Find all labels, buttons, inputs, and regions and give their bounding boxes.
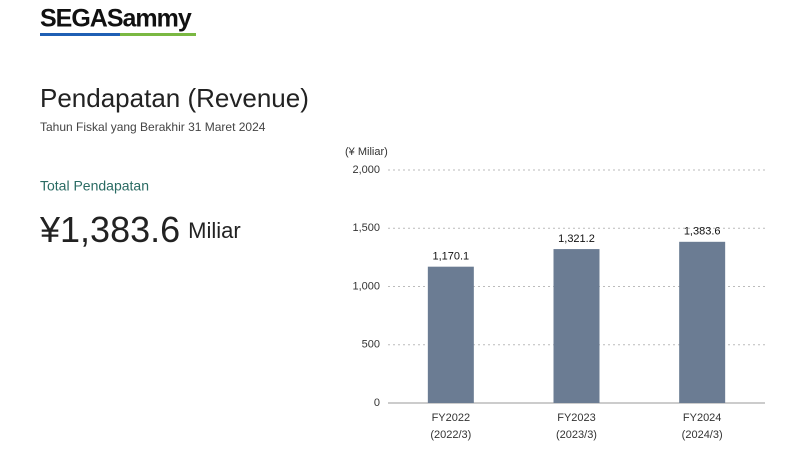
logo-stripe-blue — [40, 33, 120, 36]
bar — [679, 241, 726, 403]
summary-unit: Miliar — [188, 218, 241, 243]
x-tick-sublabel: (2023/3) — [556, 429, 597, 441]
logo: SEGASammy — [40, 5, 192, 33]
x-tick-label: FY2024 — [683, 412, 722, 424]
y-tick-label: 0 — [374, 397, 380, 409]
bar — [427, 266, 474, 403]
summary-number: ¥1,383.6 — [39, 209, 180, 250]
x-tick-sublabel: (2024/3) — [682, 429, 723, 441]
y-axis-label: (¥ Miliar) — [345, 146, 388, 158]
value-label: 1,321.2 — [558, 233, 595, 245]
y-tick-label: 1,500 — [352, 222, 380, 234]
bar — [553, 249, 600, 403]
summary-value: ¥1,383.6 Miliar — [39, 209, 241, 250]
y-tick-label: 500 — [362, 339, 380, 351]
title: Pendapatan (Revenue) — [40, 83, 309, 113]
value-label: 1,170.1 — [432, 251, 469, 263]
x-tick-sublabel: (2022/3) — [430, 429, 471, 441]
value-label: 1,383.6 — [684, 226, 721, 238]
y-tick-label: 1,000 — [352, 280, 380, 292]
subtitle: Tahun Fiskal yang Berakhir 31 Maret 2024 — [40, 120, 266, 134]
logo-stripe-green — [120, 33, 196, 36]
x-tick-label: FY2023 — [557, 412, 596, 424]
y-tick-label: 2,000 — [352, 164, 380, 176]
x-tick-label: FY2022 — [432, 412, 471, 424]
summary-label: Total Pendapatan — [40, 178, 149, 194]
